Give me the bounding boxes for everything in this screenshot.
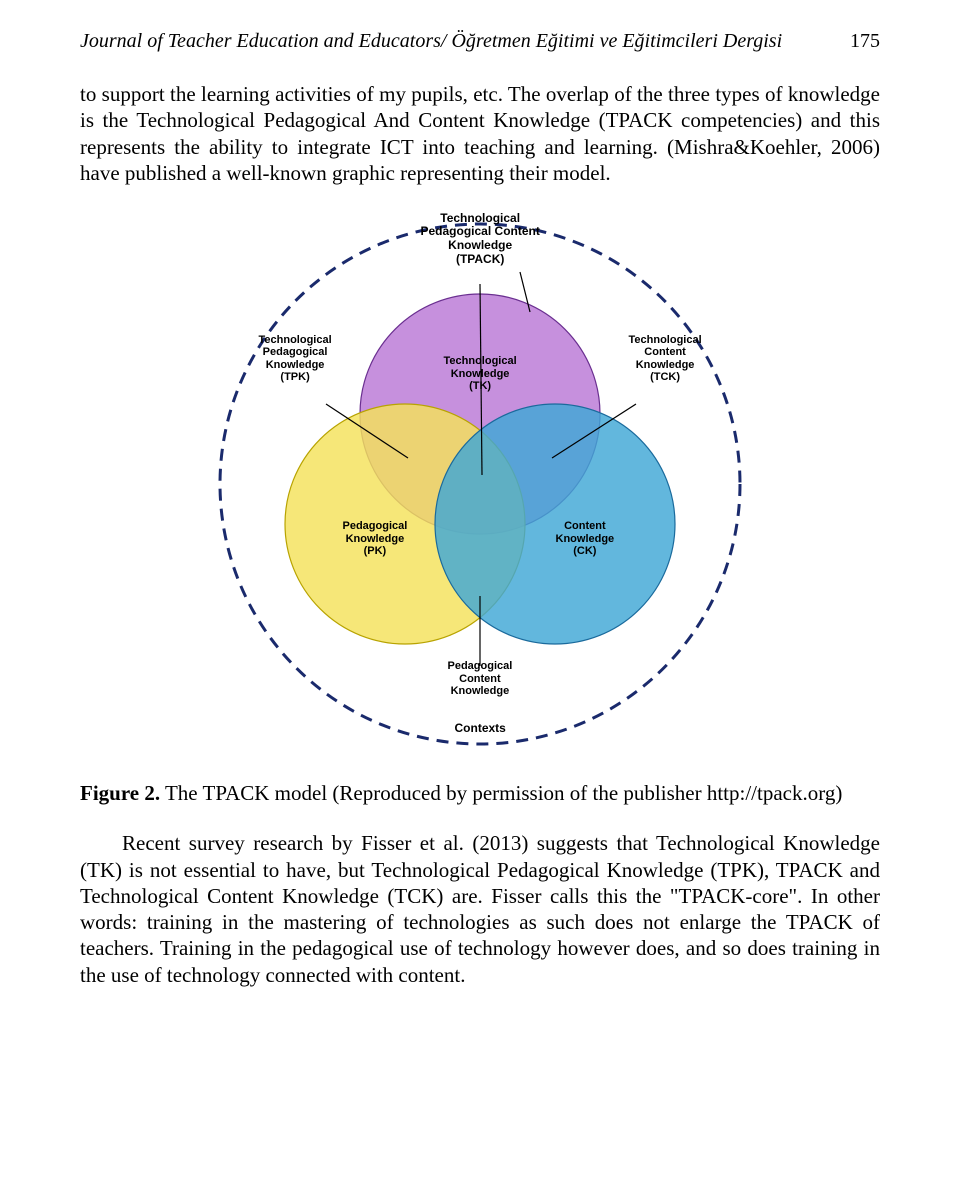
page: Journal of Teacher Education and Educato… <box>0 0 960 1038</box>
paragraph-2: Recent survey research by Fisser et al. … <box>80 830 880 988</box>
figure-container: Technological Pedagogical Content Knowle… <box>80 204 880 764</box>
journal-title: Journal of Teacher Education and Educato… <box>80 30 830 53</box>
figure-caption: Figure 2. The TPACK model (Reproduced by… <box>80 780 880 806</box>
figure-caption-text: The TPACK model (Reproduced by permissio… <box>165 781 842 805</box>
label-tk: Technological Knowledge (TK) <box>444 355 517 393</box>
label-pck: Pedagogical Content Knowledge <box>448 660 513 698</box>
label-ck: Content Knowledge (CK) <box>556 520 615 558</box>
tpack-venn-diagram: Technological Pedagogical Content Knowle… <box>200 204 760 764</box>
label-tpk: Technological Pedagogical Knowledge (TPK… <box>259 334 332 385</box>
figure-label: Figure 2. <box>80 781 160 805</box>
label-tpack: Technological Pedagogical Content Knowle… <box>421 212 540 267</box>
page-number: 175 <box>850 30 880 53</box>
label-tck: Technological Content Knowledge (TCK) <box>629 334 702 385</box>
label-pk: Pedagogical Knowledge (PK) <box>343 520 408 558</box>
paragraph-1: to support the learning activities of my… <box>80 81 880 186</box>
running-header: Journal of Teacher Education and Educato… <box>80 30 880 53</box>
label-contexts: Contexts <box>455 722 506 736</box>
